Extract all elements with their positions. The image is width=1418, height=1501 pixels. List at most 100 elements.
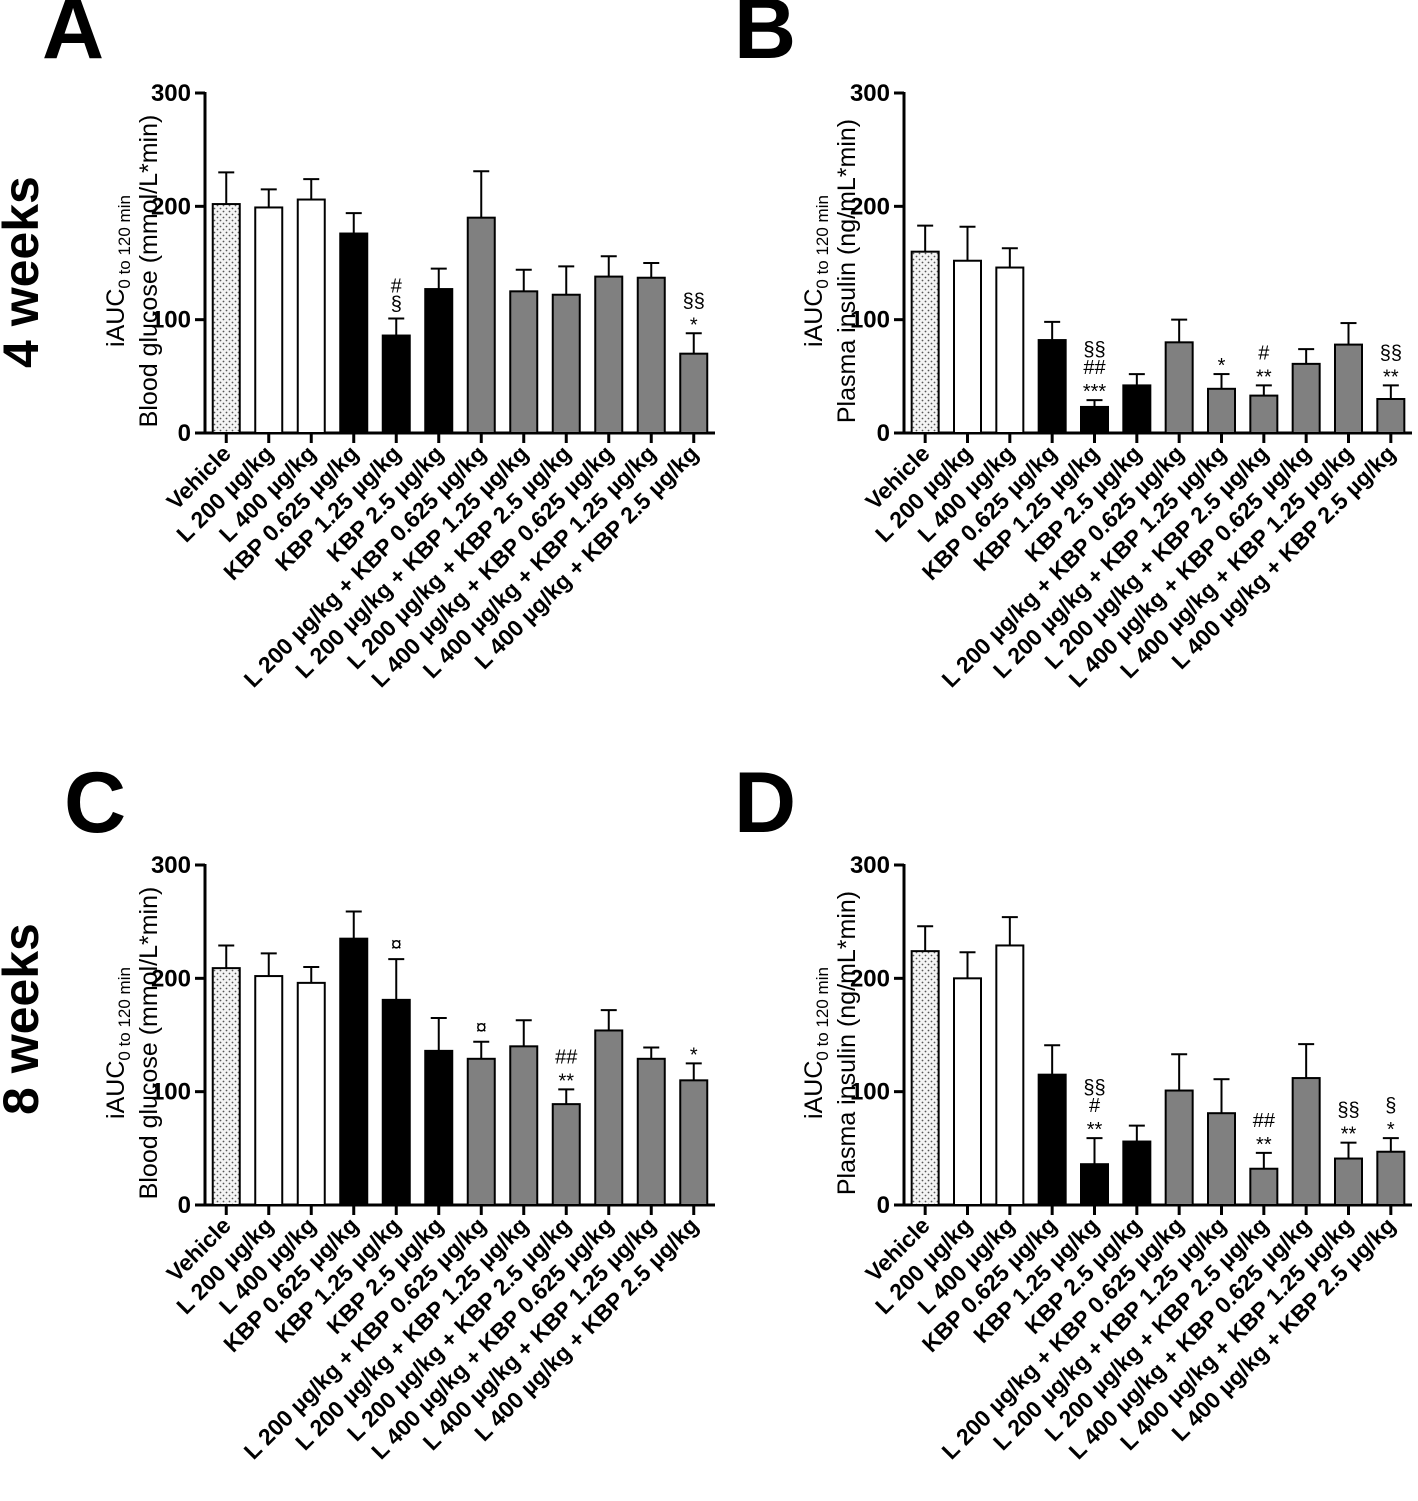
chart-panel-c: iAUC0 to 120 minBlood glucose (mmol/L*mi… bbox=[102, 852, 715, 1464]
bar bbox=[1037, 1073, 1067, 1206]
bar bbox=[594, 275, 624, 434]
significance-label: §§ bbox=[1337, 1100, 1359, 1122]
bar bbox=[509, 1045, 539, 1207]
y-tick-label: 300 bbox=[151, 80, 191, 107]
bar bbox=[679, 352, 709, 434]
bar bbox=[1376, 1150, 1406, 1206]
y-axis-label-main: iAUC bbox=[800, 289, 828, 347]
y-tick-label: 0 bbox=[178, 420, 191, 447]
significance-label: ## bbox=[555, 1046, 578, 1068]
bar bbox=[910, 250, 940, 434]
bar bbox=[339, 937, 369, 1207]
bar bbox=[509, 290, 539, 435]
significance-label: ** bbox=[1341, 1124, 1357, 1146]
panel-letter-b: B bbox=[734, 0, 796, 77]
bar bbox=[1291, 362, 1321, 434]
significance-label: # bbox=[391, 276, 403, 298]
y-tick-label: 100 bbox=[151, 1079, 191, 1106]
bar bbox=[254, 975, 284, 1206]
significance-label: ## bbox=[1253, 1110, 1276, 1132]
y-tick-label: 300 bbox=[151, 852, 191, 879]
significance-label: ** bbox=[1383, 366, 1399, 388]
y-tick-label: 0 bbox=[178, 1192, 191, 1219]
y-axis-label-subscript: 0 to 120 min bbox=[813, 195, 832, 289]
y-tick-label: 100 bbox=[850, 1079, 890, 1106]
y-tick-label: 0 bbox=[877, 420, 890, 447]
y-axis-label-unit: Plasma insulin (ng/mL*min) bbox=[833, 119, 861, 423]
bar bbox=[211, 967, 241, 1207]
y-axis-label-unit: Plasma insulin (ng/mL*min) bbox=[833, 891, 861, 1195]
bar bbox=[1122, 384, 1152, 434]
bar bbox=[424, 1049, 454, 1207]
significance-label: §§ bbox=[1380, 342, 1402, 364]
significance-label: * bbox=[1387, 1119, 1395, 1141]
bar bbox=[296, 198, 326, 434]
y-tick-label: 0 bbox=[877, 1192, 890, 1219]
y-tick-label: 200 bbox=[151, 965, 191, 992]
y-axis-label: iAUC0 to 120 minPlasma insulin (ng/mL*mi… bbox=[800, 891, 861, 1195]
y-axis-label: iAUC0 to 120 minBlood glucose (mmol/L*mi… bbox=[102, 887, 163, 1200]
y-axis-label-subscript: 0 to 120 min bbox=[115, 195, 134, 289]
bar bbox=[1207, 387, 1236, 434]
bar bbox=[551, 293, 581, 434]
significance-label: ** bbox=[1087, 1119, 1103, 1141]
bar bbox=[1207, 1112, 1236, 1206]
bar bbox=[466, 216, 496, 434]
y-axis-label-main: iAUC bbox=[102, 1061, 130, 1119]
y-tick-label: 300 bbox=[850, 852, 890, 879]
bar bbox=[296, 981, 326, 1206]
bar bbox=[679, 1079, 709, 1207]
bar bbox=[424, 288, 454, 435]
y-axis-label-main: iAUC bbox=[800, 1061, 828, 1119]
bar bbox=[1080, 405, 1109, 434]
y-axis-label: iAUC0 to 120 minPlasma insulin (ng/mL*mi… bbox=[800, 119, 861, 423]
row-label-4-weeks: 4 weeks bbox=[0, 176, 49, 368]
bar bbox=[910, 950, 940, 1207]
panel-letter-a: A bbox=[42, 0, 104, 77]
bar bbox=[594, 1029, 624, 1207]
bar bbox=[381, 334, 411, 434]
significance-label: §§ bbox=[1083, 339, 1105, 361]
bar bbox=[254, 206, 284, 434]
panel-letter-c: C bbox=[64, 755, 126, 851]
bar bbox=[953, 977, 982, 1206]
significance-label: # bbox=[1089, 1095, 1101, 1117]
significance-label: ¤ bbox=[391, 934, 402, 956]
significance-label: ** bbox=[1256, 1134, 1272, 1156]
y-axis-label-main: iAUC bbox=[102, 289, 130, 347]
significance-label: * bbox=[690, 1044, 698, 1066]
y-tick-label: 300 bbox=[850, 80, 890, 107]
y-axis-label: iAUC0 to 120 minBlood glucose (mmol/L*mi… bbox=[102, 115, 163, 428]
bar bbox=[636, 276, 666, 434]
bar bbox=[466, 1057, 496, 1207]
bar bbox=[995, 944, 1025, 1206]
y-tick-label: 200 bbox=[850, 965, 890, 992]
bar bbox=[1249, 394, 1279, 435]
significance-label: § bbox=[391, 294, 402, 316]
bar bbox=[551, 1103, 581, 1206]
bar bbox=[1291, 1077, 1321, 1206]
significance-label: * bbox=[690, 314, 698, 336]
bar bbox=[1122, 1140, 1152, 1206]
y-axis-label-subscript: 0 to 120 min bbox=[115, 967, 134, 1061]
bar bbox=[211, 203, 241, 434]
bar bbox=[1376, 398, 1406, 434]
bar bbox=[381, 998, 411, 1206]
chart-panel-a: iAUC0 to 120 minBlood glucose (mmol/L*mi… bbox=[102, 80, 715, 692]
bar bbox=[1164, 341, 1194, 435]
y-tick-label: 200 bbox=[151, 193, 191, 220]
bar bbox=[339, 232, 369, 434]
significance-label: * bbox=[1218, 355, 1226, 377]
y-tick-label: 100 bbox=[151, 307, 191, 334]
bar bbox=[636, 1057, 666, 1207]
bar bbox=[1334, 1157, 1363, 1206]
y-tick-label: 100 bbox=[850, 307, 890, 334]
significance-label: §§ bbox=[1083, 1077, 1105, 1099]
bar bbox=[995, 266, 1025, 434]
y-axis-label-unit: Blood glucose (mmol/L*min) bbox=[135, 115, 163, 428]
y-axis-label-unit: Blood glucose (mmol/L*min) bbox=[135, 887, 163, 1200]
y-axis-label-subscript: 0 to 120 min bbox=[813, 967, 832, 1061]
significance-label: §§ bbox=[683, 290, 705, 312]
